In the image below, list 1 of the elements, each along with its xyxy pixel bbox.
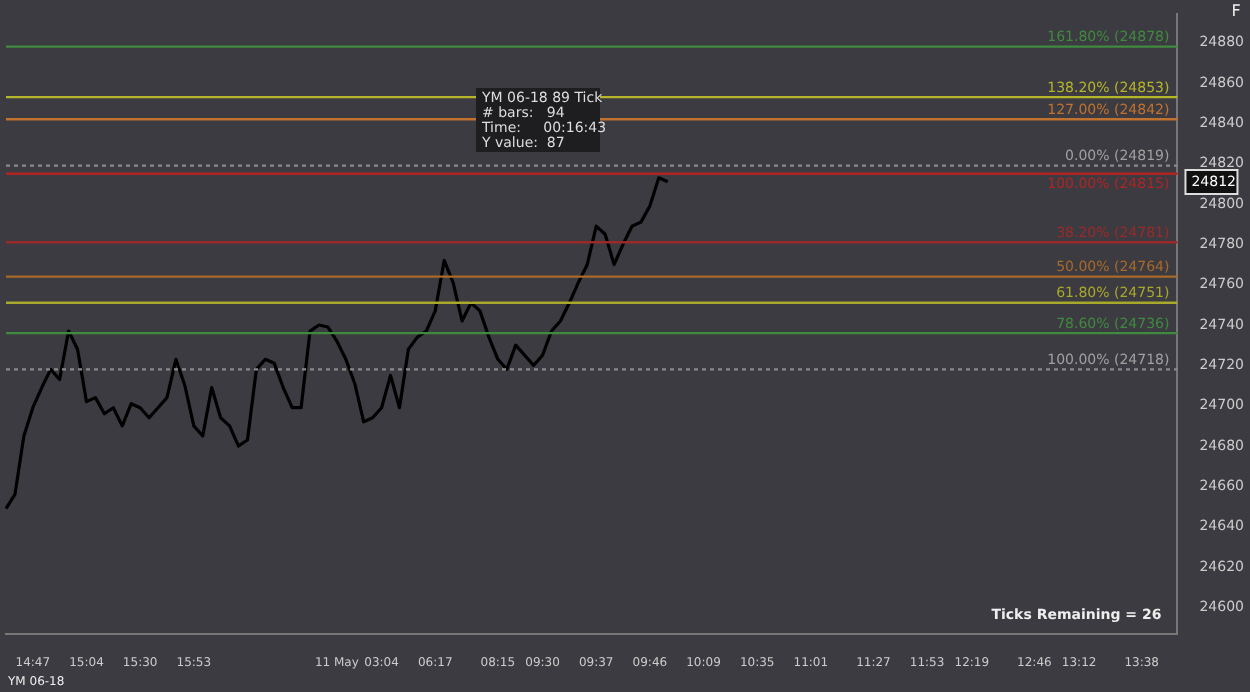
text: F (1231, 2, 1242, 21)
